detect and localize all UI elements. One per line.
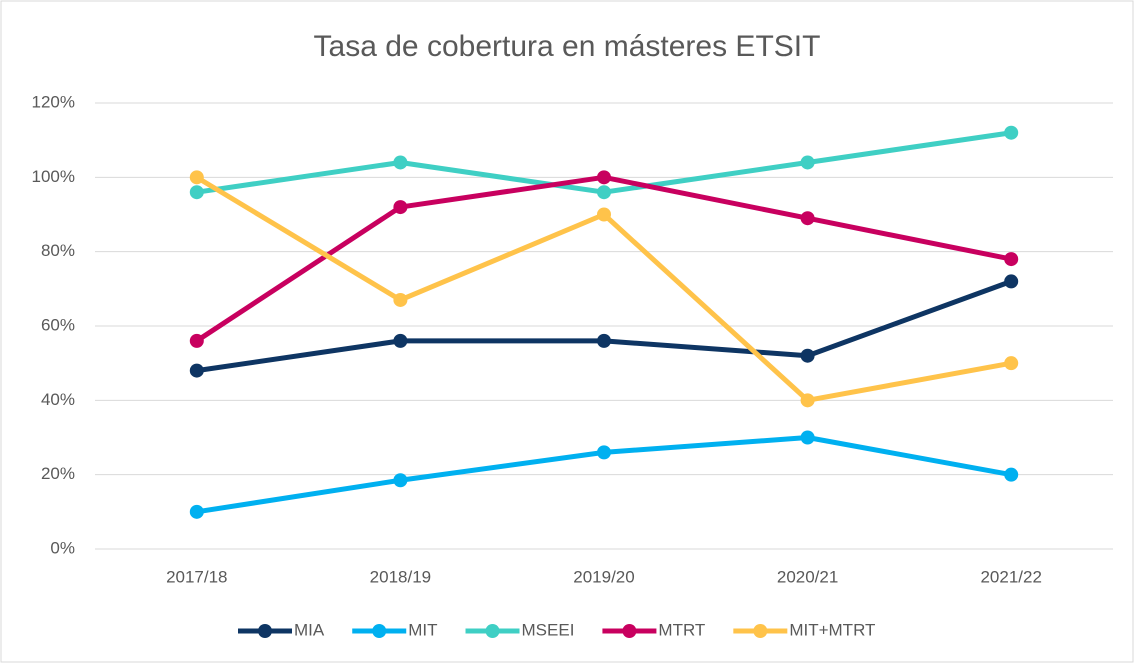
y-tick-label: 20% bbox=[41, 464, 75, 483]
x-tick-label: 2017/18 bbox=[166, 567, 227, 586]
legend-marker bbox=[258, 624, 272, 638]
legend-marker bbox=[753, 624, 768, 638]
data-point bbox=[1004, 356, 1019, 371]
data-point bbox=[597, 185, 611, 200]
data-point bbox=[1004, 467, 1019, 482]
legend-label: MIT bbox=[408, 620, 437, 639]
data-point bbox=[189, 170, 204, 185]
data-point bbox=[597, 207, 611, 222]
data-point bbox=[800, 348, 815, 363]
data-point bbox=[1004, 252, 1019, 267]
data-point bbox=[393, 292, 408, 307]
legend-label: MIT+MTRT bbox=[789, 620, 875, 639]
data-point bbox=[800, 155, 815, 170]
data-point bbox=[393, 473, 408, 488]
data-point bbox=[189, 363, 204, 378]
y-tick-label: 60% bbox=[41, 315, 75, 334]
data-point bbox=[800, 211, 815, 226]
data-point bbox=[189, 185, 204, 200]
data-point bbox=[393, 200, 408, 215]
legend-marker bbox=[485, 624, 500, 638]
chart-title: Tasa de cobertura en másteres ETSIT bbox=[314, 30, 821, 63]
legend-marker bbox=[372, 624, 387, 638]
data-point bbox=[597, 333, 611, 348]
data-point bbox=[800, 393, 815, 408]
data-point bbox=[597, 445, 611, 460]
data-point bbox=[189, 333, 204, 348]
x-tick-label: 2021/22 bbox=[980, 567, 1041, 586]
data-point bbox=[1004, 125, 1019, 140]
data-point bbox=[189, 504, 204, 519]
legend-marker bbox=[622, 624, 637, 638]
data-point bbox=[597, 170, 611, 185]
y-tick-label: 40% bbox=[41, 390, 75, 409]
x-tick-label: 2018/19 bbox=[370, 567, 431, 586]
y-tick-label: 120% bbox=[32, 92, 75, 111]
y-tick-label: 0% bbox=[50, 538, 75, 557]
x-tick-label: 2020/21 bbox=[777, 567, 838, 586]
legend-label: MSEEI bbox=[522, 620, 575, 639]
legend-label: MTRT bbox=[658, 620, 705, 639]
data-point bbox=[393, 333, 408, 348]
y-tick-label: 100% bbox=[32, 167, 75, 186]
data-point bbox=[1004, 274, 1019, 289]
data-point bbox=[800, 430, 815, 445]
legend-label: MIA bbox=[294, 620, 325, 639]
x-tick-label: 2019/20 bbox=[573, 567, 634, 586]
y-tick-label: 80% bbox=[41, 241, 75, 260]
data-point bbox=[393, 155, 408, 170]
